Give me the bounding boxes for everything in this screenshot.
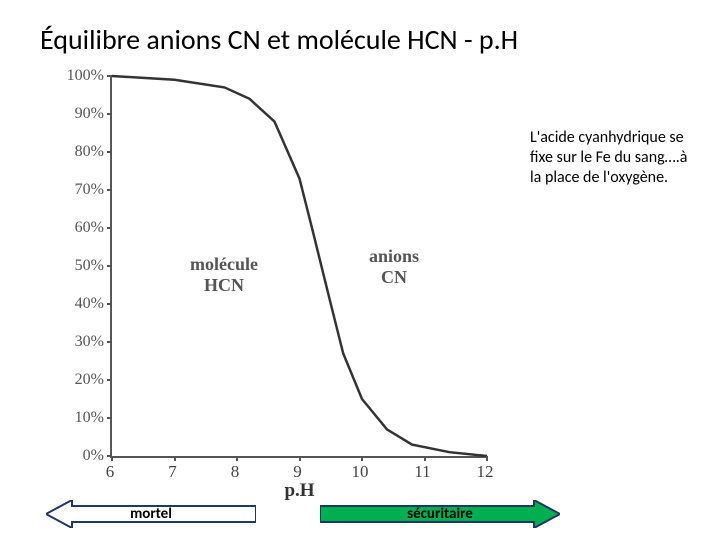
x-tick [361, 456, 363, 461]
region-hcn-l2: HCN [204, 275, 244, 295]
y-tick-label: 80% [54, 143, 104, 161]
y-tick [107, 303, 112, 305]
x-tick-label: 10 [352, 462, 369, 482]
arrow-securitaire: sécuritaire [320, 500, 560, 528]
y-tick [107, 417, 112, 419]
curve-line [112, 76, 487, 456]
equilibrium-chart: molécule HCN anions CN p.H 0% 10% 20% 30% 40… [48, 70, 488, 498]
y-tick-label: 50% [54, 257, 104, 275]
plot-area: molécule HCN anions CN p.H [110, 76, 487, 458]
y-tick-label: 100% [54, 67, 104, 85]
y-tick [107, 75, 112, 77]
y-tick [107, 113, 112, 115]
x-tick-label: 12 [477, 462, 494, 482]
region-label-cn: anions CN [369, 246, 419, 287]
x-tick [299, 456, 301, 461]
x-tick [174, 456, 176, 461]
x-tick-label: 9 [293, 462, 302, 482]
y-tick [107, 227, 112, 229]
y-tick [107, 341, 112, 343]
x-tick-label: 11 [414, 462, 430, 482]
y-tick-label: 60% [54, 219, 104, 237]
y-tick-label: 30% [54, 333, 104, 351]
arrow-mortel: mortel [46, 500, 256, 528]
x-tick [236, 456, 238, 461]
y-tick [107, 189, 112, 191]
page-title: Équilibre anions CN et molécule HCN - p.… [40, 22, 518, 57]
x-tick [111, 456, 113, 461]
y-tick [107, 151, 112, 153]
arrow-securitaire-label: sécuritaire [407, 505, 473, 523]
y-tick-label: 90% [54, 105, 104, 123]
x-tick-label: 6 [106, 462, 115, 482]
x-tick [486, 456, 488, 461]
y-tick-label: 40% [54, 295, 104, 313]
region-cn-l2: CN [381, 267, 407, 287]
y-tick-label: 0% [54, 447, 104, 465]
region-cn-l1: anions [369, 246, 419, 266]
arrow-mortel-label: mortel [130, 505, 172, 523]
x-tick [424, 456, 426, 461]
y-tick-label: 10% [54, 409, 104, 427]
y-tick [107, 265, 112, 267]
region-hcn-l1: molécule [190, 254, 258, 274]
y-tick-label: 70% [54, 181, 104, 199]
x-tick-label: 8 [231, 462, 240, 482]
x-tick-label: 7 [168, 462, 177, 482]
curve-path [112, 76, 487, 456]
y-tick [107, 379, 112, 381]
annotation-text: L'acide cyanhydrique se fixe sur le Fe d… [530, 128, 698, 188]
x-axis-title: p.H [284, 480, 314, 502]
region-label-hcn: molécule HCN [190, 254, 258, 295]
y-tick-label: 20% [54, 371, 104, 389]
